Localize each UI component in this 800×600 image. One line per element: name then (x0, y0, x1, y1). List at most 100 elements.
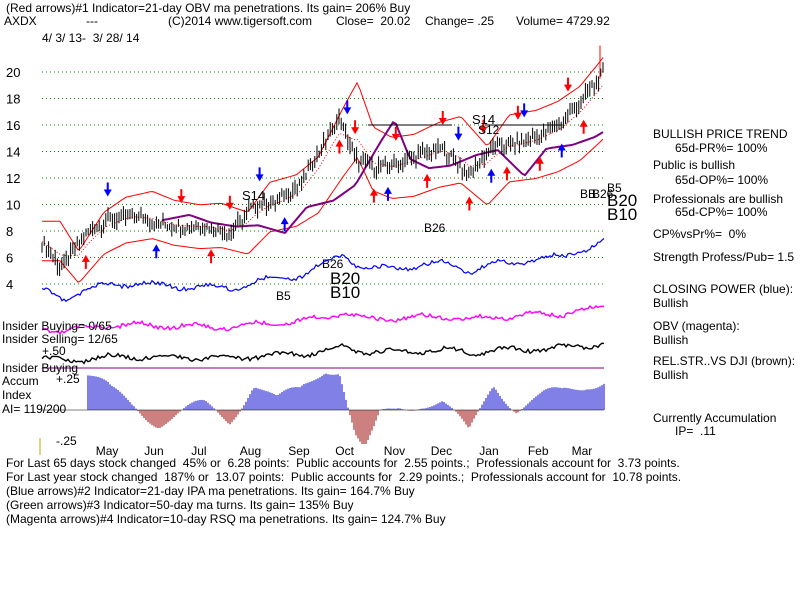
red-arrow (563, 77, 572, 92)
red-arrow (535, 156, 544, 171)
x-tick-label: Jun (144, 444, 163, 458)
b10-sep: B10 (330, 283, 360, 302)
y-tick-label: 10 (6, 198, 20, 213)
accumulation-label: Currently Accumulation (653, 411, 777, 425)
cp-vs-pr: CP%vsPr%= 0% (653, 227, 747, 241)
indicator2-title: (Blue arrows)#2 Indicator=21-day IPA ma … (6, 484, 415, 498)
s14-left: S14 (242, 188, 265, 203)
red-arrow (438, 111, 447, 125)
pro-title: Professionals are bullish (653, 192, 784, 206)
indicator4-title: (Magenta arrows)#4 Indicator=10-day RSQ … (6, 512, 446, 526)
x-tick-label: Sep (288, 444, 310, 458)
y-tick-label: 18 (6, 92, 20, 107)
red-arrow (81, 254, 90, 269)
date-range: 4/ 3/ 13- 3/ 28/ 14 (42, 31, 140, 45)
blue-arrow (255, 167, 264, 182)
b5-aug: B5 (276, 289, 291, 303)
x-tick-label: Jan (479, 444, 498, 458)
obv-line (41, 304, 605, 336)
y-tick-label: 20 (6, 65, 20, 80)
ip-value: IP= .11 (675, 424, 716, 438)
plus50-label: +.50 (42, 344, 66, 358)
footer-year: For Last year stock changed 187% or 13.0… (6, 470, 682, 484)
trend-title: BULLISH PRICE TREND (653, 127, 788, 141)
blue-arrow (454, 126, 463, 141)
y-tick-label: 6 (6, 251, 13, 266)
blue-arrow (383, 186, 392, 201)
minus25-label: -.25 (56, 434, 77, 448)
red-arrow (513, 105, 522, 120)
red-arrow (335, 139, 344, 154)
red-arrow (225, 195, 234, 210)
x-tick-label: Jul (191, 444, 206, 458)
blue-arrow (520, 103, 529, 118)
lower-band-line (42, 138, 604, 283)
b20-sep: B20 (330, 269, 360, 288)
ticker-dashes: --- (86, 14, 98, 28)
plus25-label: +.25 (56, 372, 80, 386)
insider-buying-count: Insider Buying= 0/65 (2, 319, 112, 333)
indicator3-title: (Green arrows)#3 Indicator=50-day ma tur… (6, 498, 354, 512)
y-tick-label: 14 (6, 145, 20, 160)
b10-mar: B10 (607, 205, 637, 224)
x-tick-label: Nov (384, 444, 405, 458)
relstr-status: Bullish (653, 368, 689, 382)
insider-buying-label: Insider Buying (2, 361, 79, 375)
op-value: 65d-OP%= 100% (675, 173, 769, 187)
change-value: Change= .25 (425, 14, 495, 28)
x-tick-label: Feb (528, 444, 549, 458)
volume-value: Volume= 4729.92 (516, 14, 610, 28)
x-tick-label: May (96, 444, 119, 458)
red-arrow (465, 196, 474, 211)
blue-arrow (343, 100, 352, 115)
b26-mar: B26 (592, 187, 614, 201)
y-tick-label: 12 (6, 171, 20, 186)
y-tick-label: 16 (6, 118, 20, 133)
y-tick-label: 4 (6, 277, 13, 292)
footer-65day: For Last 65 days stock changed 45% or 6.… (6, 456, 680, 470)
upper-band-line (42, 57, 604, 251)
close-value: Close= 20.02 (336, 14, 411, 28)
cp-value: 65d-CP%= 100% (675, 205, 768, 219)
blue-arrow (152, 244, 161, 259)
closing-power-label: CLOSING POWER (blue): (653, 282, 794, 296)
public-title: Public is bullish (653, 158, 736, 172)
indicator1-title: (Red arrows)#1 Indicator=21-day OBV ma p… (6, 1, 411, 15)
red-arrow (423, 173, 432, 188)
bb-mar: BB (580, 187, 596, 201)
accum-label: Accum (2, 374, 39, 388)
blue-arrow (280, 217, 289, 232)
red-arrow (369, 188, 378, 203)
index-label: Index (2, 388, 32, 402)
strength-ratio: Strength Profess/Pub= 1.5 (653, 250, 795, 264)
obv-label: OBV (magenta): (653, 319, 740, 333)
b20-mar: B20 (607, 191, 637, 210)
red-arrow (207, 249, 216, 264)
red-arrow (502, 166, 511, 181)
s12-label: S12 (478, 123, 500, 137)
b26-mid: B26 (424, 221, 446, 235)
relstr-label: REL.STR..VS DJI (brown): (653, 354, 796, 368)
blue-arrow (103, 182, 112, 197)
obv-status: Bullish (653, 333, 689, 347)
relstr-line (41, 342, 605, 365)
pr-value: 65d-PR%= 100% (675, 141, 768, 155)
ma21-line (41, 84, 604, 257)
red-arrow (351, 120, 360, 135)
ticker-symbol: AXDX (4, 14, 37, 28)
red-arrow (391, 126, 400, 141)
y-tick-label: 8 (6, 224, 13, 239)
closing-power-line (41, 238, 605, 303)
closing-power-status: Bullish (653, 296, 689, 310)
insider-selling-count: Insider Selling= 12/65 (2, 332, 118, 346)
x-tick-label: Mar (572, 444, 593, 458)
x-tick-label: Dec (431, 444, 452, 458)
copyright: (C)2014 www.tigersoft.com (168, 14, 313, 28)
x-tick-label: Oct (335, 444, 354, 458)
red-arrow (579, 119, 588, 134)
s14-right: S14 (472, 112, 495, 127)
red-arrow (479, 119, 488, 134)
ai-value: AI= 119/200 (2, 402, 67, 416)
